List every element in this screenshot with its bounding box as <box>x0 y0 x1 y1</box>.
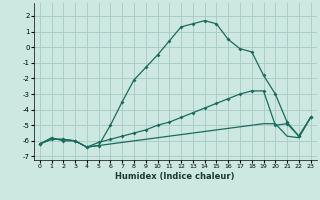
X-axis label: Humidex (Indice chaleur): Humidex (Indice chaleur) <box>116 172 235 181</box>
